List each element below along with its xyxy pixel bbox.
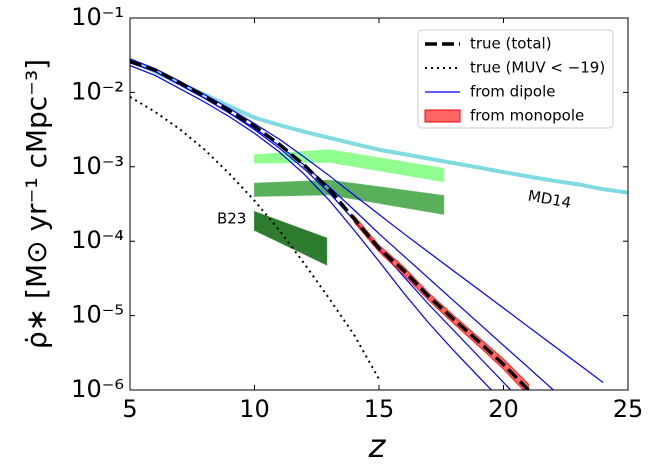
x-tick-label: 15: [364, 395, 395, 423]
y-tick-label: 10⁻⁵: [71, 301, 124, 329]
legend-label: true (total): [470, 35, 552, 53]
annotation: MD14: [527, 187, 573, 212]
y-axis-label: ρ̇∗ [M⊙ yr⁻¹ cMpc⁻³]: [20, 59, 53, 349]
x-tick-label: 5: [122, 395, 137, 423]
x-tick-label: 20: [488, 395, 519, 423]
series-line: [130, 62, 512, 390]
series-line: [130, 57, 628, 195]
series-band: [254, 210, 328, 266]
legend-box: [417, 29, 614, 129]
series-line: [130, 65, 493, 390]
series-band: [353, 214, 529, 390]
y-tick-label: 10⁻⁶: [71, 375, 124, 403]
annotation: B23: [217, 210, 246, 228]
series-band: [254, 179, 445, 215]
legend-label: true (MUV < −19): [470, 59, 605, 77]
y-tick-label: 10⁻²: [71, 77, 124, 105]
legend-label: from dipole: [470, 83, 555, 101]
y-tick-label: 10⁻³: [71, 152, 124, 180]
x-tick-label: 10: [239, 395, 270, 423]
y-tick-label: 10⁻¹: [71, 3, 124, 31]
legend-handle: [424, 109, 461, 123]
legend-label: from monopole: [470, 107, 584, 125]
series-line: [130, 59, 530, 390]
series-line: [130, 96, 380, 380]
y-tick-label: 10⁻⁴: [71, 226, 124, 254]
x-tick-label: 25: [613, 395, 644, 423]
x-axis-label: z: [368, 427, 387, 465]
series-band: [254, 149, 445, 183]
plot-area: [130, 57, 628, 390]
